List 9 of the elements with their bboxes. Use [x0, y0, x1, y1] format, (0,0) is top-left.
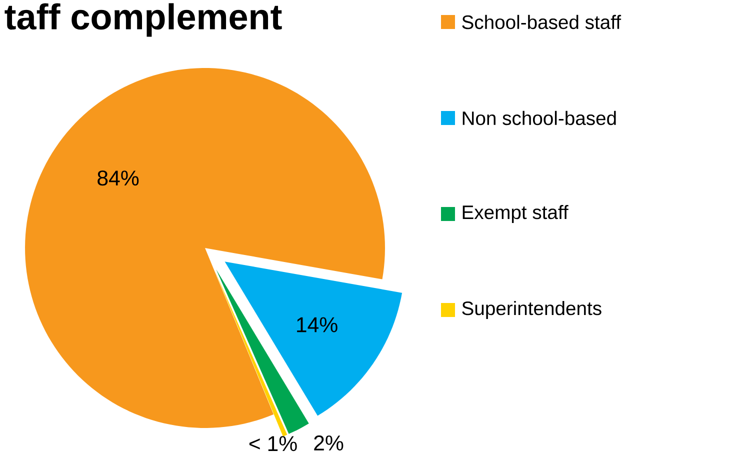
data-label: < 1%	[249, 436, 297, 452]
legend-label: Non school-based	[462, 110, 616, 126]
chart-title: taff complement	[4, 3, 282, 37]
legend-label: School-based staff	[462, 14, 622, 30]
data-label: 2%	[314, 435, 344, 450]
legend-label: Exempt staff	[462, 204, 568, 223]
data-label: 14%	[297, 317, 338, 332]
data-label: 84%	[98, 170, 139, 186]
legend-label: Superintendents	[462, 300, 602, 319]
